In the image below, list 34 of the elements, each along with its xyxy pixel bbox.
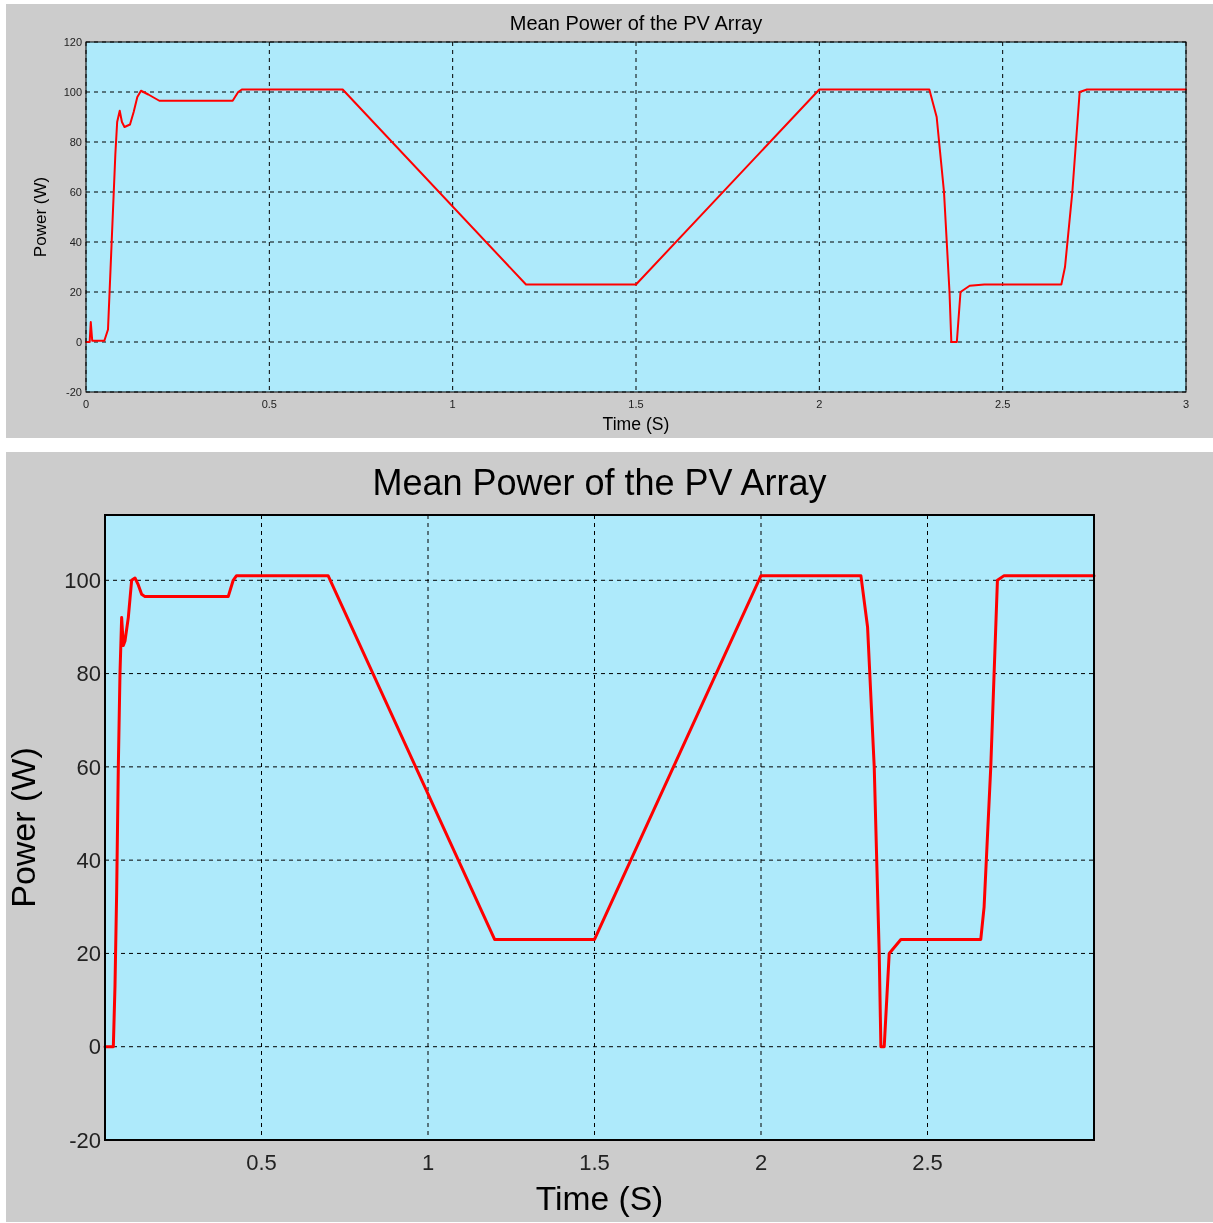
x-tick-label: 3 xyxy=(1182,398,1190,410)
x-tick-label: 2.5 xyxy=(995,398,1011,410)
x-axis-title: Time (S) xyxy=(602,414,670,434)
y-tick-label: 20 xyxy=(69,285,82,298)
x-tick-label: 1.5 xyxy=(579,1150,610,1175)
y-tick-label: 40 xyxy=(69,235,82,248)
x-tick-label: 1 xyxy=(449,398,456,410)
y-tick-label: 40 xyxy=(76,847,101,873)
x-tick-label: 2 xyxy=(816,398,823,410)
y-tick-label: 0 xyxy=(88,1034,101,1060)
x-axis-title: Time (S) xyxy=(535,1180,664,1217)
y-tick-label: -20 xyxy=(69,1127,101,1153)
x-tick-label: 1.5 xyxy=(628,398,644,410)
y-tick-label: 0 xyxy=(75,335,82,348)
y-axis-title: Power (W) xyxy=(4,747,42,908)
x-tick-label: 0.5 xyxy=(261,398,277,410)
line-series xyxy=(103,574,1096,1049)
y-tick-label: 60 xyxy=(76,754,101,780)
line-series xyxy=(85,88,1187,343)
x-tick-label: 0.5 xyxy=(246,1150,277,1175)
y-tick-label: 80 xyxy=(69,135,82,148)
chart-title: Mean Power of the PV Array xyxy=(372,462,827,503)
y-tick-label: 100 xyxy=(63,85,82,98)
y-tick-label: 120 xyxy=(63,35,82,48)
x-tick-label: 2.5 xyxy=(912,1150,943,1175)
y-tick-label: 100 xyxy=(64,568,101,593)
y-axis-title: Power (W) xyxy=(31,176,50,258)
y-tick-label: -20 xyxy=(66,385,82,398)
y-tick-label: 80 xyxy=(76,661,101,687)
y-tick-label: 60 xyxy=(69,185,82,198)
y-tick-label: 20 xyxy=(76,941,101,967)
x-tick-label: 1 xyxy=(421,1150,435,1175)
x-tick-label: 2 xyxy=(754,1150,768,1175)
chart-title: Mean Power of the PV Array xyxy=(509,12,763,34)
